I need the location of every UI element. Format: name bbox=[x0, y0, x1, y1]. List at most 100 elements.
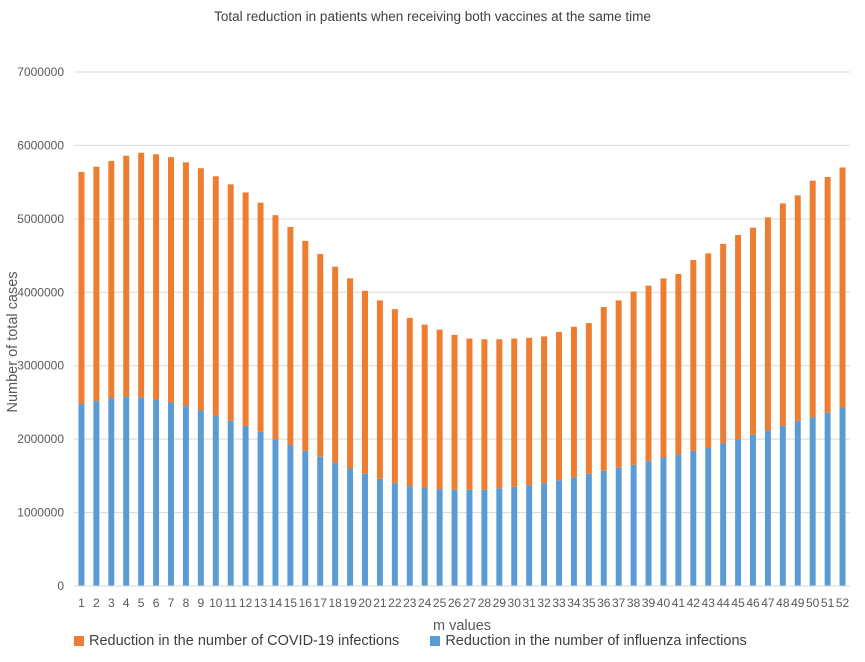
x-tick-label: 35 bbox=[582, 596, 596, 610]
bar-influenza bbox=[839, 407, 846, 586]
x-tick-label: 9 bbox=[198, 596, 205, 610]
bar-influenza bbox=[570, 477, 577, 586]
bar-covid bbox=[93, 166, 100, 401]
y-tick-label: 3000000 bbox=[17, 359, 64, 373]
bar-influenza bbox=[332, 462, 339, 586]
x-tick-label: 4 bbox=[123, 596, 130, 610]
bar-influenza bbox=[764, 430, 771, 586]
bar-influenza bbox=[436, 489, 443, 586]
bar-covid bbox=[481, 339, 488, 490]
x-tick-label: 37 bbox=[612, 596, 626, 610]
y-tick-label: 2000000 bbox=[17, 432, 64, 446]
y-axis-ticks: 0 1000000 2000000 3000000 4000000 5000000 6000… bbox=[17, 65, 64, 593]
bar-covid bbox=[839, 167, 846, 408]
bar-covid bbox=[421, 324, 428, 488]
bar-influenza bbox=[675, 454, 682, 586]
bar-covid bbox=[824, 177, 831, 413]
x-tick-label: 11 bbox=[224, 596, 237, 610]
x-tick-label: 28 bbox=[478, 596, 492, 610]
bar-covid bbox=[466, 338, 473, 490]
bar-influenza bbox=[242, 425, 249, 586]
x-tick-label: 22 bbox=[388, 596, 402, 610]
bar-influenza bbox=[600, 470, 607, 586]
x-tick-label: 2 bbox=[93, 596, 100, 610]
bar-influenza bbox=[421, 487, 428, 586]
bar-covid bbox=[78, 171, 85, 404]
bar-covid bbox=[406, 317, 413, 487]
bar-influenza bbox=[526, 485, 533, 586]
y-axis-label: Number of total cases bbox=[5, 271, 21, 412]
x-tick-label: 43 bbox=[702, 596, 716, 610]
x-tick-label: 17 bbox=[314, 596, 328, 610]
bar-influenza bbox=[227, 420, 234, 586]
x-tick-label: 44 bbox=[716, 596, 730, 610]
bar-influenza bbox=[78, 403, 85, 586]
x-tick-label: 33 bbox=[552, 596, 566, 610]
bar-covid bbox=[809, 180, 816, 418]
x-tick-label: 12 bbox=[239, 596, 253, 610]
bar-covid bbox=[302, 240, 309, 451]
bar-influenza bbox=[690, 450, 697, 586]
x-tick-label: 31 bbox=[522, 596, 536, 610]
bar-influenza bbox=[630, 464, 637, 586]
x-tick-label: 46 bbox=[746, 596, 760, 610]
x-tick-label: 16 bbox=[299, 596, 313, 610]
bar-influenza bbox=[168, 402, 174, 586]
bar-covid bbox=[242, 192, 249, 426]
bar-influenza bbox=[511, 486, 518, 586]
bar-influenza bbox=[362, 473, 368, 586]
bar-influenza bbox=[615, 467, 622, 586]
bar-covid bbox=[436, 329, 443, 490]
bar-influenza bbox=[257, 431, 264, 586]
bar-influenza bbox=[138, 397, 145, 586]
legend: Reduction in the number of COVID-19 infe… bbox=[74, 633, 778, 649]
bar-influenza bbox=[496, 488, 503, 586]
bar-covid bbox=[376, 300, 383, 479]
x-tick-label: 25 bbox=[433, 596, 447, 610]
bar-covid bbox=[108, 160, 115, 399]
x-axis-label: m values bbox=[433, 618, 491, 634]
bar-influenza bbox=[585, 473, 592, 586]
bar-influenza bbox=[302, 450, 309, 586]
x-tick-label: 52 bbox=[836, 596, 850, 610]
bars bbox=[78, 152, 846, 586]
bar-influenza bbox=[735, 439, 742, 586]
bar-influenza bbox=[212, 415, 219, 586]
bar-influenza bbox=[541, 483, 548, 586]
bar-covid bbox=[660, 278, 667, 458]
bar-covid bbox=[197, 168, 204, 411]
bar-covid bbox=[496, 339, 503, 489]
bar-covid bbox=[585, 323, 592, 474]
y-tick-label: 5000000 bbox=[17, 212, 64, 226]
bar-covid bbox=[526, 337, 533, 486]
bar-covid bbox=[750, 227, 756, 435]
y-tick-label: 1000000 bbox=[17, 506, 64, 520]
x-tick-label: 30 bbox=[508, 596, 522, 610]
x-tick-label: 50 bbox=[806, 596, 820, 610]
bar-covid bbox=[451, 334, 458, 490]
bar-covid bbox=[257, 202, 264, 432]
bar-covid bbox=[212, 176, 219, 416]
bar-covid bbox=[570, 326, 577, 478]
bar-covid bbox=[764, 217, 771, 431]
bar-covid bbox=[779, 203, 786, 426]
y-tick-label: 4000000 bbox=[17, 285, 64, 299]
legend-label-covid: Reduction in the number of COVID-19 infe… bbox=[89, 633, 400, 649]
x-tick-label: 18 bbox=[328, 596, 342, 610]
x-tick-label: 27 bbox=[463, 596, 477, 610]
bar-covid bbox=[347, 278, 354, 469]
bar-influenza bbox=[347, 468, 354, 586]
bar-influenza bbox=[660, 457, 667, 586]
gridlines bbox=[74, 71, 850, 514]
x-tick-label: 34 bbox=[567, 596, 581, 610]
x-tick-label: 40 bbox=[657, 596, 671, 610]
bar-influenza bbox=[317, 456, 324, 586]
legend-label-influenza: Reduction in the number of influenza inf… bbox=[445, 633, 747, 649]
bar-influenza bbox=[779, 425, 786, 586]
bar-influenza bbox=[481, 489, 488, 586]
x-tick-label: 1 bbox=[78, 596, 85, 610]
bar-covid bbox=[675, 273, 682, 455]
x-tick-label: 47 bbox=[761, 596, 775, 610]
y-tick-label: 7000000 bbox=[17, 65, 64, 79]
bar-influenza bbox=[794, 420, 801, 586]
